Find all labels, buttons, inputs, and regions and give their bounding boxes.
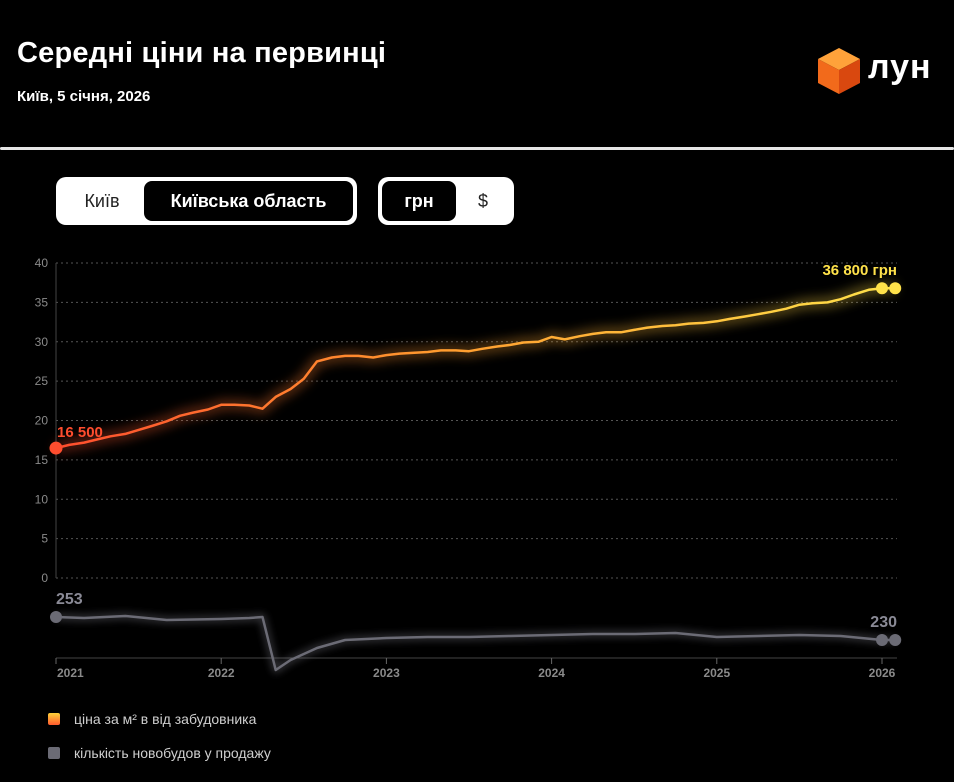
legend-label-count: кількість новобудов у продажу: [74, 745, 271, 761]
header: Середні ціни на первинці Київ, 5 січня, …: [0, 0, 954, 148]
y-tick-label: 35: [35, 295, 49, 309]
header-divider: [0, 147, 954, 150]
legend-label-price: ціна за м² в від забудовника: [74, 711, 256, 727]
legend-item-price: ціна за м² в від забудовника: [48, 711, 256, 727]
legend-item-count: кількість новобудов у продажу: [48, 745, 271, 761]
lun-logo[interactable]: лун: [816, 46, 946, 96]
y-tick-label: 15: [35, 453, 49, 467]
price-end-label: 36 800 грн: [822, 262, 897, 279]
region-option-kyiv[interactable]: Київ: [60, 181, 144, 221]
x-tick-label: 2025: [703, 666, 730, 680]
x-tick-label: 2023: [373, 666, 400, 680]
y-axis-ticks: 0 5 10 15 20 25 30 35 40: [35, 256, 49, 585]
count-start-point: [50, 611, 62, 623]
currency-option-usd[interactable]: $: [456, 181, 510, 221]
price-start-point: [50, 442, 63, 455]
count-end-point-2: [889, 634, 901, 646]
price-end-point-2: [889, 282, 901, 294]
count-line: [56, 616, 895, 670]
x-tick-label: 2022: [208, 666, 235, 680]
region-option-kyiv-oblast[interactable]: Київська область: [144, 181, 353, 221]
y-tick-label: 30: [35, 335, 49, 349]
y-tick-label: 0: [41, 571, 48, 585]
page-subtitle: Київ, 5 січня, 2026: [17, 88, 150, 105]
logo-text: лун: [868, 48, 932, 87]
page-title: Середні ціни на первинці: [17, 37, 386, 70]
legend-swatch-count: [48, 747, 60, 759]
cube-logo-icon: [816, 46, 862, 96]
currency-toggle[interactable]: грн $: [378, 177, 514, 225]
count-end-point: [876, 634, 888, 646]
legend-swatch-price: [48, 713, 60, 725]
x-axis: 2021 2022 2023 2024 2025 2026: [56, 658, 897, 680]
x-tick-label: 2021: [57, 666, 84, 680]
price-line: [56, 288, 895, 448]
count-line-glow: [56, 616, 895, 670]
currency-option-uah[interactable]: грн: [382, 181, 456, 221]
price-start-label: 16 500: [57, 424, 103, 441]
count-end-label: 230: [870, 614, 897, 631]
count-series: 253 230: [50, 591, 901, 670]
region-toggle[interactable]: Київ Київська область: [56, 177, 357, 225]
price-series: 16 500 36 800 грн: [50, 262, 902, 454]
price-line-glow: [56, 288, 895, 448]
x-tick-label: 2024: [538, 666, 565, 680]
y-tick-label: 10: [35, 492, 49, 506]
y-tick-label: 5: [41, 532, 48, 546]
y-tick-label: 40: [35, 256, 49, 270]
grid-lines: [56, 263, 897, 578]
x-tick-label: 2026: [869, 666, 896, 680]
y-tick-label: 25: [35, 374, 49, 388]
count-start-label: 253: [56, 591, 83, 608]
price-end-point: [876, 282, 888, 294]
y-tick-label: 20: [35, 414, 49, 428]
